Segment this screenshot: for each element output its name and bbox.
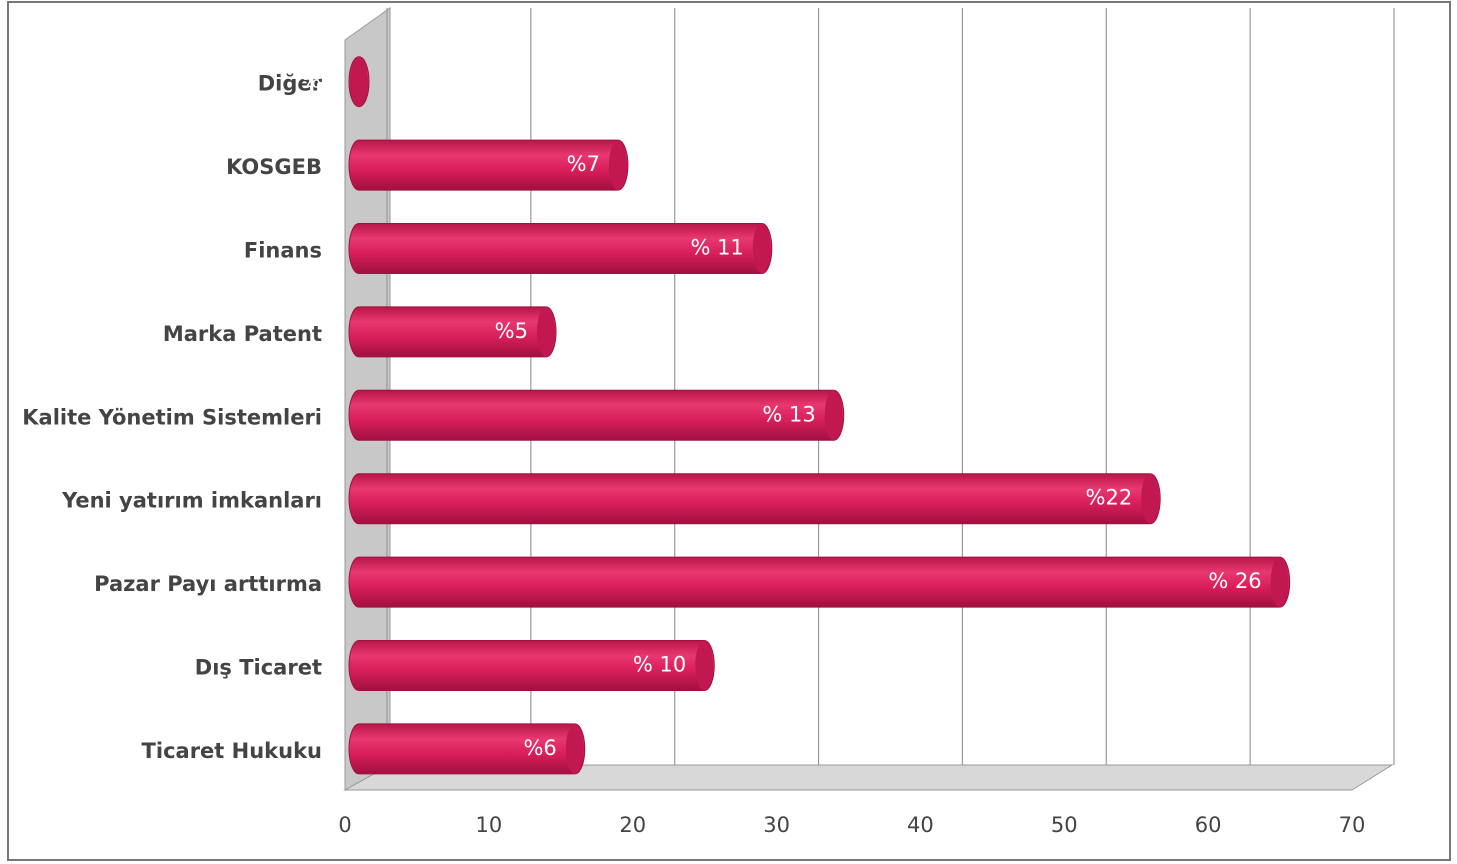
bar-cap [695,640,714,691]
y-tick-label: Ticaret Hukuku [142,739,322,763]
bar [348,473,1161,525]
bar-cap [1270,557,1289,608]
bar-cap [608,140,627,191]
y-tick-label: Finans [244,239,322,263]
data-label: % 11 [690,236,743,260]
data-label: %6 [523,736,556,760]
data-label: %5 [495,319,528,343]
data-label: % 0 [301,69,341,93]
x-tick-label: 0 [338,813,351,837]
x-tick-label: 60 [1195,813,1222,837]
bar [348,306,557,358]
data-label: %7 [567,152,600,176]
y-tick-label: Diğer [258,72,323,96]
bar [348,556,1291,608]
data-label: %22 [1086,486,1133,510]
bar-cap [1141,473,1160,524]
bar-cap [824,390,843,441]
x-tick-label: 40 [907,813,934,837]
y-tick-label: Marka Patent [163,322,322,346]
x-tick-label: 20 [619,813,646,837]
x-tick-label: 10 [475,813,502,837]
y-tick-label: Yeni yatırım imkanları [61,489,322,513]
y-tick-label: KOSGEB [226,155,322,179]
bar-cap [350,56,368,107]
data-label: % 13 [762,402,815,426]
y-tick-label: Dış Ticaret [195,656,322,680]
bar [348,389,845,441]
y-tick-label: Pazar Payı arttırma [94,572,322,596]
bar-cap [537,306,556,357]
frame [7,1,1451,861]
bar-cap [752,223,771,274]
x-tick-label: 30 [763,813,790,837]
x-tick-label: 50 [1051,813,1078,837]
bar [348,139,629,191]
bar [348,640,715,691]
data-label: % 26 [1208,569,1261,593]
y-tick-label: Kalite Yönetim Sistemleri [22,405,322,429]
x-tick-label: 70 [1339,813,1366,837]
data-label: % 10 [633,653,686,677]
bar-cap [565,723,584,774]
bar [348,723,586,775]
